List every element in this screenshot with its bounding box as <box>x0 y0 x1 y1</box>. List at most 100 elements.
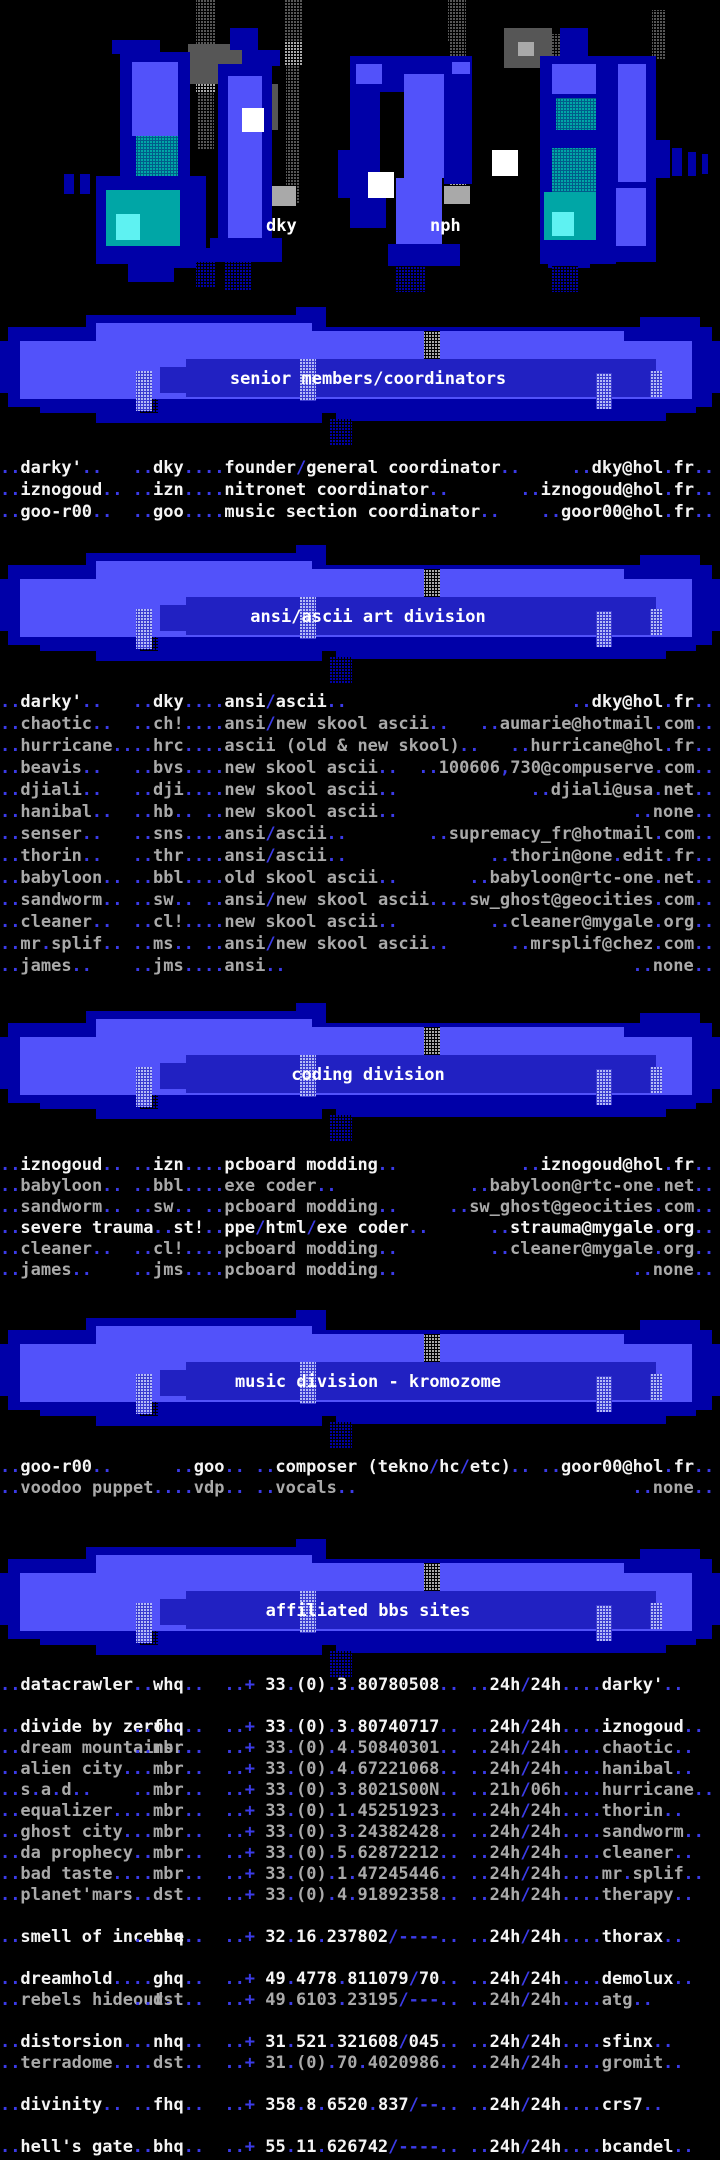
field-dots: .. <box>183 1885 205 1905</box>
field-dots: .. <box>0 502 21 522</box>
bbs-hours: 24h/24h <box>489 2095 562 2115</box>
field-dots: .. <box>132 1801 154 1821</box>
field-dots: .. <box>469 1990 490 2010</box>
bbs-name: dreamhold <box>20 1969 113 1989</box>
bbs-hours: 24h/24h <box>489 2053 562 2073</box>
field-dots: .. <box>581 1927 602 1947</box>
member-email: mrsplif@chez.com <box>530 934 695 954</box>
member-handle: st! <box>173 1218 205 1238</box>
field-dots: .. <box>377 1239 398 1259</box>
field-dots: .. <box>469 868 490 888</box>
field-dots: .. <box>183 780 205 800</box>
member-role: ppe/html/exe coder <box>224 1218 409 1238</box>
member-role: ansi/new skool ascii <box>224 714 430 734</box>
field-dots: .. <box>204 890 225 910</box>
bbs-tier: fhq <box>153 1717 184 1737</box>
field-dots: .. <box>693 692 715 712</box>
member-email: none <box>652 956 694 976</box>
field-dots: .. <box>469 2137 490 2157</box>
bbs-hours: 24h/24h <box>489 1717 562 1737</box>
field-dots: .. <box>224 1675 245 1695</box>
field-dots: .. <box>469 1885 490 1905</box>
field-dots: .. <box>489 1218 511 1238</box>
bbs-sysop: iznogoud <box>601 1717 684 1737</box>
field-dots: .. <box>132 890 154 910</box>
field-dots: .. <box>438 1927 460 1947</box>
member-email: none <box>652 802 694 822</box>
field-dots: .. <box>204 1239 225 1259</box>
field-dots: .. <box>224 1457 245 1477</box>
field-dots: .. <box>0 1864 21 1884</box>
field-dots: .. <box>183 758 205 778</box>
field-dots: .. <box>183 868 205 888</box>
field-dots: .. <box>183 2095 205 2115</box>
field-dots: .. <box>122 1759 143 1779</box>
member-name: severe trauma <box>20 1218 154 1238</box>
bbs-sysop: demolux <box>601 1969 674 1989</box>
bbs-phone: + 49.4778.811079/70 <box>244 1969 440 1989</box>
field-dots: .. <box>438 1864 460 1884</box>
member-handle: hrc <box>153 736 184 756</box>
field-dots: .. <box>561 1759 582 1779</box>
member-row: .. voodoo puppet.... vdp.... vocals.... none… <box>0 1478 720 1499</box>
field-dots: .. <box>81 458 103 478</box>
logo-art: dky nph <box>64 0 708 292</box>
field-dots: .. <box>377 802 398 822</box>
field-dots: .. <box>204 846 225 866</box>
field-dots: .. <box>469 1843 490 1863</box>
member-row: .. djiali.... dji.... new skool ascii.... dj… <box>0 780 720 801</box>
field-dots: .. <box>438 2137 460 2157</box>
section-banner-label: senior members/coordinators <box>230 369 506 389</box>
member-email: goor00@hol.fr <box>561 502 695 522</box>
field-dots: .. <box>693 956 715 976</box>
field-dots: .. <box>0 1780 21 1800</box>
member-row: .. hanibal.... hb.... new skool ascii.... no… <box>0 802 720 823</box>
bbs-sysop: thorax <box>601 1927 664 1947</box>
field-dots: .. <box>132 458 154 478</box>
bbs-tier: mbr <box>153 1822 184 1842</box>
bbs-hours: 24h/24h <box>489 1738 562 1758</box>
field-dots: .. <box>224 2053 245 2073</box>
field-dots: .. <box>469 1864 490 1884</box>
field-dots: .. <box>438 1822 460 1842</box>
field-dots: .. <box>204 1176 225 1196</box>
field-dots: .. <box>469 2095 490 2115</box>
field-dots: .. <box>224 1801 245 1821</box>
field-dots: .. <box>81 846 103 866</box>
field-dots: .. <box>183 1969 205 1989</box>
field-dots: .. <box>255 1457 276 1477</box>
field-dots: .. <box>132 1155 154 1175</box>
field-dots: .. <box>0 934 21 954</box>
bbs-row: .. smell of incense.... bhq.... + 32.16.237… <box>0 1927 720 1948</box>
bbs-sysop: hurricane <box>601 1780 694 1800</box>
member-role: pcboard modding <box>224 1197 378 1217</box>
member-role: nitronet coordinator <box>224 480 430 500</box>
section-banner-music: music division - kromozome <box>0 1310 720 1448</box>
field-dots: .. <box>132 692 154 712</box>
bbs-row: .. bad taste.... mbr.... + 33.(0).1.4724544… <box>0 1864 720 1885</box>
field-dots: .. <box>469 1801 490 1821</box>
field-dots: .. <box>428 890 449 910</box>
field-dots: .. <box>0 1927 21 1947</box>
member-name: voodoo puppet <box>20 1478 154 1498</box>
field-dots: .. <box>204 824 225 844</box>
field-dots: .. <box>693 846 715 866</box>
bbs-phone: + 33.(0).3.80740717 <box>244 1717 440 1737</box>
member-name: thorin <box>20 846 82 866</box>
member-email: goor00@hol.fr <box>561 1457 695 1477</box>
field-dots: .. <box>520 480 541 500</box>
member-email: dky@hol.fr <box>591 692 694 712</box>
field-dots: .. <box>91 502 113 522</box>
field-dots: .. <box>183 736 205 756</box>
field-dots: .. <box>693 868 715 888</box>
bbs-phone: + 33.(0).3.8021S00N <box>244 1780 440 1800</box>
field-dots: .. <box>0 692 21 712</box>
member-row: .. darky'.... dky.... founder/general coord… <box>0 458 720 479</box>
member-row: .. chaotic.... ch!.... ansi/new skool ascii… <box>0 714 720 735</box>
member-role: composer (tekno/hc/etc) <box>275 1457 511 1477</box>
bbs-sysop: darky' <box>601 1675 664 1695</box>
member-email: none <box>652 1260 694 1280</box>
member-email: babyloon@rtc-one.net <box>489 1176 695 1196</box>
member-email: 100606,730@compuserve.com <box>438 758 695 778</box>
